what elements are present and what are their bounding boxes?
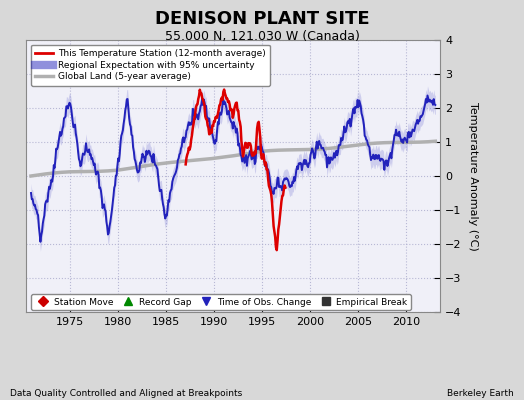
- Y-axis label: Temperature Anomaly (°C): Temperature Anomaly (°C): [468, 102, 478, 250]
- Text: DENISON PLANT SITE: DENISON PLANT SITE: [155, 10, 369, 28]
- Text: 55.000 N, 121.030 W (Canada): 55.000 N, 121.030 W (Canada): [165, 30, 359, 43]
- Legend: Station Move, Record Gap, Time of Obs. Change, Empirical Break: Station Move, Record Gap, Time of Obs. C…: [31, 294, 411, 310]
- Text: Data Quality Controlled and Aligned at Breakpoints: Data Quality Controlled and Aligned at B…: [10, 389, 243, 398]
- Text: Berkeley Earth: Berkeley Earth: [447, 389, 514, 398]
